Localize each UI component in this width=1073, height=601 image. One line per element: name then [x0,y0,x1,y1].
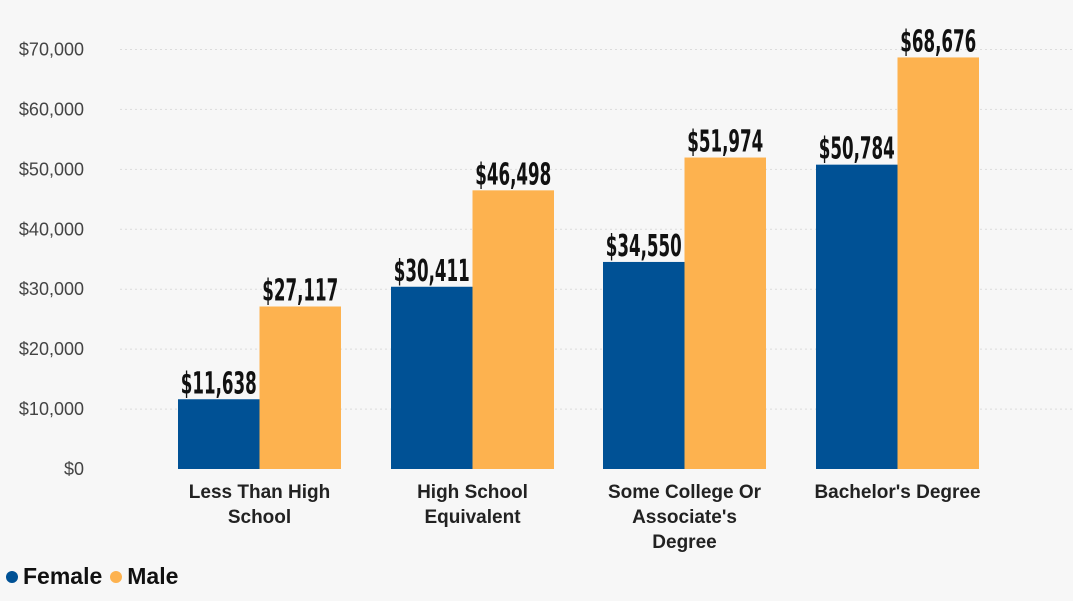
bar-male [897,57,979,470]
bar-female [603,261,685,469]
x-tick-label: Less Than High School [189,482,330,528]
data-label: $50,784 [819,132,895,167]
y-tick-label: $40,000 [19,219,84,239]
y-tick-label: $20,000 [19,339,84,359]
y-tick-label: $70,000 [19,40,84,60]
x-tick-label: High School Equivalent [417,482,528,528]
x-tick-label-line: Bachelor's Degree [814,482,980,503]
x-tick-label-line: High School [417,482,528,503]
bar-male [684,157,766,470]
female-legend-dot [6,570,18,583]
data-label: $27,117 [262,273,338,308]
male-legend-label: Male [127,563,179,589]
data-label: $30,411 [394,254,470,289]
bar-male [472,190,554,470]
bar-male [259,306,341,469]
bar-female [178,399,260,469]
data-label: $46,498 [475,157,551,192]
legend-item-female: Female [6,563,102,590]
x-tick-label-line: Degree [652,532,716,553]
data-label: $51,974 [687,125,763,160]
x-tick-label-line: Equivalent [424,507,521,528]
y-tick-label: $10,000 [19,399,84,419]
data-label: $68,676 [900,24,976,59]
legend-item-male: Male [110,563,178,590]
female-legend-label: Female [23,563,103,589]
y-tick-label: $30,000 [19,279,84,299]
y-tick-label: $60,000 [19,99,84,119]
y-tick-label: $50,000 [19,159,84,179]
male-legend-dot [110,570,123,583]
data-label: $34,550 [606,229,682,264]
bar-female [391,286,473,469]
x-tick-label-line: Some College Or [608,482,762,503]
x-tick-label: Some College Or Associate's Degree [608,482,762,553]
x-tick-label-line: School [228,507,291,528]
y-tick-label: $0 [64,459,84,479]
x-tick-label-line: Associate's [632,507,737,528]
x-tick-label: Bachelor's Degree [814,482,980,503]
x-tick-label-line: Less Than High [189,482,330,503]
bar-female [816,164,898,469]
legend: Female Male [6,563,186,590]
data-label: $11,638 [181,366,257,401]
